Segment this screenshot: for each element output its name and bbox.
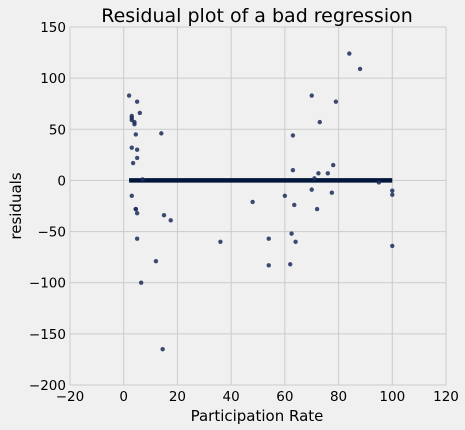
scatter-point <box>138 280 144 285</box>
scatter-point <box>309 93 314 98</box>
scatter-point <box>314 206 320 212</box>
scatter-point <box>133 132 138 137</box>
scatter-point <box>325 171 331 176</box>
x-tick-label: 60 <box>276 389 293 405</box>
scatter-point <box>134 210 140 216</box>
scatter-points <box>126 51 395 352</box>
x-tick-label: 20 <box>169 389 186 405</box>
scatter-point <box>130 160 136 166</box>
scatter-point <box>290 168 296 173</box>
scatter-point <box>140 177 145 182</box>
scatter-point <box>161 213 167 218</box>
x-tick-label: 120 <box>433 389 459 405</box>
y-tick-label: 0 <box>57 173 66 189</box>
scatter-point <box>160 347 165 352</box>
scatter-point <box>266 236 271 241</box>
scatter-point <box>137 110 143 116</box>
scatter-point <box>134 236 140 241</box>
scatter-point <box>293 239 298 244</box>
scatter-point <box>390 192 395 197</box>
scatter-point <box>250 199 255 205</box>
x-tick-label: 80 <box>330 389 347 405</box>
y-tick-label: −150 <box>29 327 66 343</box>
scatter-point <box>168 218 173 223</box>
scatter-point <box>316 171 321 176</box>
scatter-point <box>292 202 297 208</box>
x-tick-label: 40 <box>223 389 240 405</box>
scatter-point <box>309 187 314 192</box>
scatter-point <box>289 231 294 236</box>
plot-area <box>70 27 446 385</box>
grid-lines <box>69 26 447 386</box>
scatter-point <box>333 99 339 104</box>
scatter-point <box>133 206 138 212</box>
scatter-point <box>129 193 134 198</box>
scatter-point <box>347 51 352 56</box>
y-axis-label: residuals <box>7 172 25 239</box>
x-tick-label: 100 <box>379 389 405 405</box>
y-tick-label: 100 <box>40 71 66 87</box>
y-tick-label: 50 <box>49 122 66 138</box>
scatter-point <box>129 145 134 150</box>
scatter-point <box>312 176 317 181</box>
scatter-point <box>134 99 140 104</box>
scatter-point <box>390 243 395 249</box>
scatter-point <box>126 93 132 98</box>
x-tick-label: 0 <box>119 389 128 405</box>
scatter-point <box>153 259 159 264</box>
chart-title: Residual plot of a bad regression <box>101 5 413 27</box>
scatter-point <box>376 180 382 185</box>
scatter-point <box>159 131 164 136</box>
scatter-point <box>218 239 223 244</box>
scatter-point <box>317 119 322 125</box>
y-tick-label: −100 <box>29 276 66 292</box>
y-tick-label: −50 <box>38 225 67 241</box>
scatter-point <box>134 155 140 161</box>
scatter-point <box>331 162 336 168</box>
scatter-point <box>288 262 293 267</box>
tick-labels: −20 0 20 40 60 80 100 120−200−150−100−500501001… <box>29 20 459 405</box>
scatter-point <box>357 66 363 72</box>
scatter-point <box>390 188 395 193</box>
scatter-point <box>329 190 335 195</box>
scatter-point <box>132 121 137 127</box>
y-tick-label: −200 <box>29 378 66 394</box>
x-axis-label: Participation Rate <box>191 407 324 425</box>
scatter-point <box>134 147 140 152</box>
scatter-point <box>266 263 271 268</box>
y-tick-label: 150 <box>40 20 66 36</box>
scatter-point <box>290 133 296 138</box>
x-tick-label: −20 <box>56 389 85 405</box>
scatter-point <box>282 193 288 198</box>
